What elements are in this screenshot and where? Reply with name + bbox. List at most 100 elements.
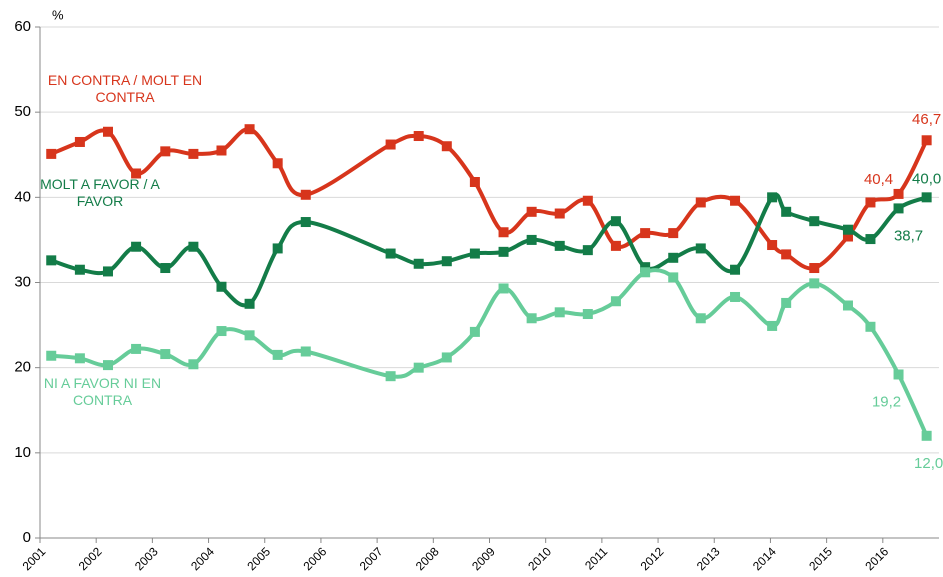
marker	[695, 313, 706, 324]
data-label: 12,0	[914, 455, 943, 472]
series-label: NI A FAVOR NI EN CONTRA	[43, 375, 162, 408]
x-tick-label: 2014	[750, 544, 779, 573]
x-tick-label: 2004	[188, 544, 217, 573]
marker	[244, 298, 255, 309]
x-tick-label: 2009	[469, 544, 498, 573]
x-tick-label: 2010	[525, 544, 554, 573]
marker	[272, 243, 283, 254]
marker	[300, 217, 311, 228]
marker	[469, 326, 480, 337]
marker	[216, 281, 227, 292]
marker	[610, 296, 621, 307]
y-tick-label: 10	[14, 444, 31, 461]
marker	[668, 272, 679, 283]
y-axis-label: %	[52, 7, 64, 22]
y-tick-label: 0	[23, 529, 31, 546]
x-tick-label: 2005	[244, 544, 273, 573]
marker	[102, 360, 113, 371]
marker	[300, 346, 311, 357]
marker	[385, 371, 396, 382]
marker	[781, 249, 792, 260]
marker	[498, 283, 509, 294]
marker	[730, 264, 741, 275]
data-label: 40,0	[912, 170, 941, 187]
marker	[160, 263, 171, 274]
marker	[582, 309, 593, 320]
y-tick-label: 30	[14, 273, 31, 290]
marker	[893, 203, 904, 214]
marker	[441, 352, 452, 363]
marker	[582, 195, 593, 206]
y-tick-label: 40	[14, 188, 31, 205]
marker	[131, 241, 142, 252]
marker	[640, 267, 651, 278]
marker	[865, 197, 876, 208]
marker	[272, 349, 283, 360]
marker	[498, 227, 509, 238]
x-tick-label: 2001	[20, 544, 49, 573]
x-tick-label: 2007	[357, 544, 386, 573]
y-tick-label: 60	[14, 18, 31, 35]
marker	[554, 240, 565, 251]
marker	[921, 430, 932, 441]
marker	[188, 148, 199, 159]
marker	[610, 216, 621, 227]
data-label: 38,7	[894, 227, 923, 244]
marker	[921, 135, 932, 146]
marker	[74, 353, 85, 364]
marker	[498, 246, 509, 257]
marker	[526, 313, 537, 324]
marker	[695, 197, 706, 208]
marker	[244, 330, 255, 341]
marker	[695, 243, 706, 254]
marker	[385, 139, 396, 150]
series-line	[50, 127, 929, 271]
marker	[469, 248, 480, 259]
marker	[188, 359, 199, 370]
marker	[767, 240, 778, 251]
x-tick-label: 2003	[132, 544, 161, 573]
x-tick-label: 2008	[413, 544, 442, 573]
x-tick-label: 2015	[806, 544, 835, 573]
marker	[554, 208, 565, 219]
marker	[842, 224, 853, 235]
marker	[781, 297, 792, 308]
marker	[767, 320, 778, 331]
series-label: MOLT A FAVOR / A FAVOR	[40, 176, 160, 209]
marker	[730, 195, 741, 206]
marker	[865, 321, 876, 332]
marker	[413, 362, 424, 373]
marker	[300, 189, 311, 200]
series-line	[51, 268, 929, 437]
series-label: EN CONTRA / MOLT EN CONTRA	[47, 72, 203, 105]
marker	[131, 343, 142, 354]
x-tick-label: 2002	[76, 544, 105, 573]
marker	[809, 263, 820, 274]
x-tick-label: 2013	[694, 544, 723, 573]
marker	[767, 192, 778, 203]
marker	[216, 326, 227, 337]
marker	[385, 248, 396, 259]
marker	[554, 307, 565, 318]
marker	[102, 126, 113, 137]
x-tick-label: 2012	[638, 544, 667, 573]
x-tick-label: 2006	[301, 544, 330, 573]
marker	[921, 192, 932, 203]
marker	[469, 177, 480, 188]
marker	[842, 300, 853, 311]
marker	[272, 158, 283, 169]
marker	[244, 124, 255, 135]
y-tick-label: 50	[14, 103, 31, 120]
marker	[640, 228, 651, 239]
marker	[188, 241, 199, 252]
marker	[582, 245, 593, 256]
marker	[216, 145, 227, 156]
marker	[668, 252, 679, 263]
data-label: 46,7	[912, 111, 941, 128]
data-label: 40,4	[864, 171, 893, 188]
x-tick-label: 2016	[862, 544, 891, 573]
y-tick-label: 20	[14, 359, 31, 376]
marker	[413, 258, 424, 269]
marker	[809, 278, 820, 289]
